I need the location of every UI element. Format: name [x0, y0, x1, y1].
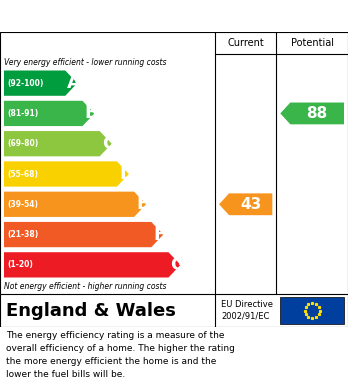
- Text: 2002/91/EC: 2002/91/EC: [221, 312, 269, 321]
- Text: (81-91): (81-91): [7, 109, 38, 118]
- Polygon shape: [4, 192, 146, 217]
- Polygon shape: [4, 131, 112, 156]
- Text: (39-54): (39-54): [7, 200, 38, 209]
- Text: 88: 88: [307, 106, 328, 121]
- Text: G: G: [171, 256, 185, 274]
- Text: EU Directive: EU Directive: [221, 300, 273, 309]
- Text: Current: Current: [227, 38, 264, 48]
- Text: Very energy efficient - lower running costs: Very energy efficient - lower running co…: [4, 58, 166, 67]
- Bar: [280, 297, 344, 324]
- Text: (21-38): (21-38): [7, 230, 38, 239]
- Text: E: E: [136, 195, 148, 213]
- Polygon shape: [4, 252, 181, 278]
- Text: The energy efficiency rating is a measure of the
overall efficiency of a home. T: The energy efficiency rating is a measur…: [6, 331, 235, 378]
- Polygon shape: [4, 222, 163, 247]
- Text: C: C: [102, 135, 115, 153]
- Text: F: F: [153, 226, 166, 244]
- Polygon shape: [219, 194, 272, 215]
- Text: A: A: [67, 74, 81, 92]
- Text: Not energy efficient - higher running costs: Not energy efficient - higher running co…: [4, 282, 166, 291]
- Text: Potential: Potential: [291, 38, 334, 48]
- Text: England & Wales: England & Wales: [6, 301, 176, 319]
- Text: (69-80): (69-80): [7, 139, 38, 148]
- Text: (92-100): (92-100): [7, 79, 44, 88]
- Text: (55-68): (55-68): [7, 170, 38, 179]
- Polygon shape: [4, 70, 77, 96]
- Text: 43: 43: [240, 197, 261, 212]
- Polygon shape: [280, 102, 344, 124]
- Polygon shape: [4, 101, 95, 126]
- Polygon shape: [4, 161, 129, 187]
- Text: Energy Efficiency Rating: Energy Efficiency Rating: [10, 9, 221, 23]
- Text: B: B: [85, 104, 98, 122]
- Text: D: D: [119, 165, 134, 183]
- Text: (1-20): (1-20): [7, 260, 33, 269]
